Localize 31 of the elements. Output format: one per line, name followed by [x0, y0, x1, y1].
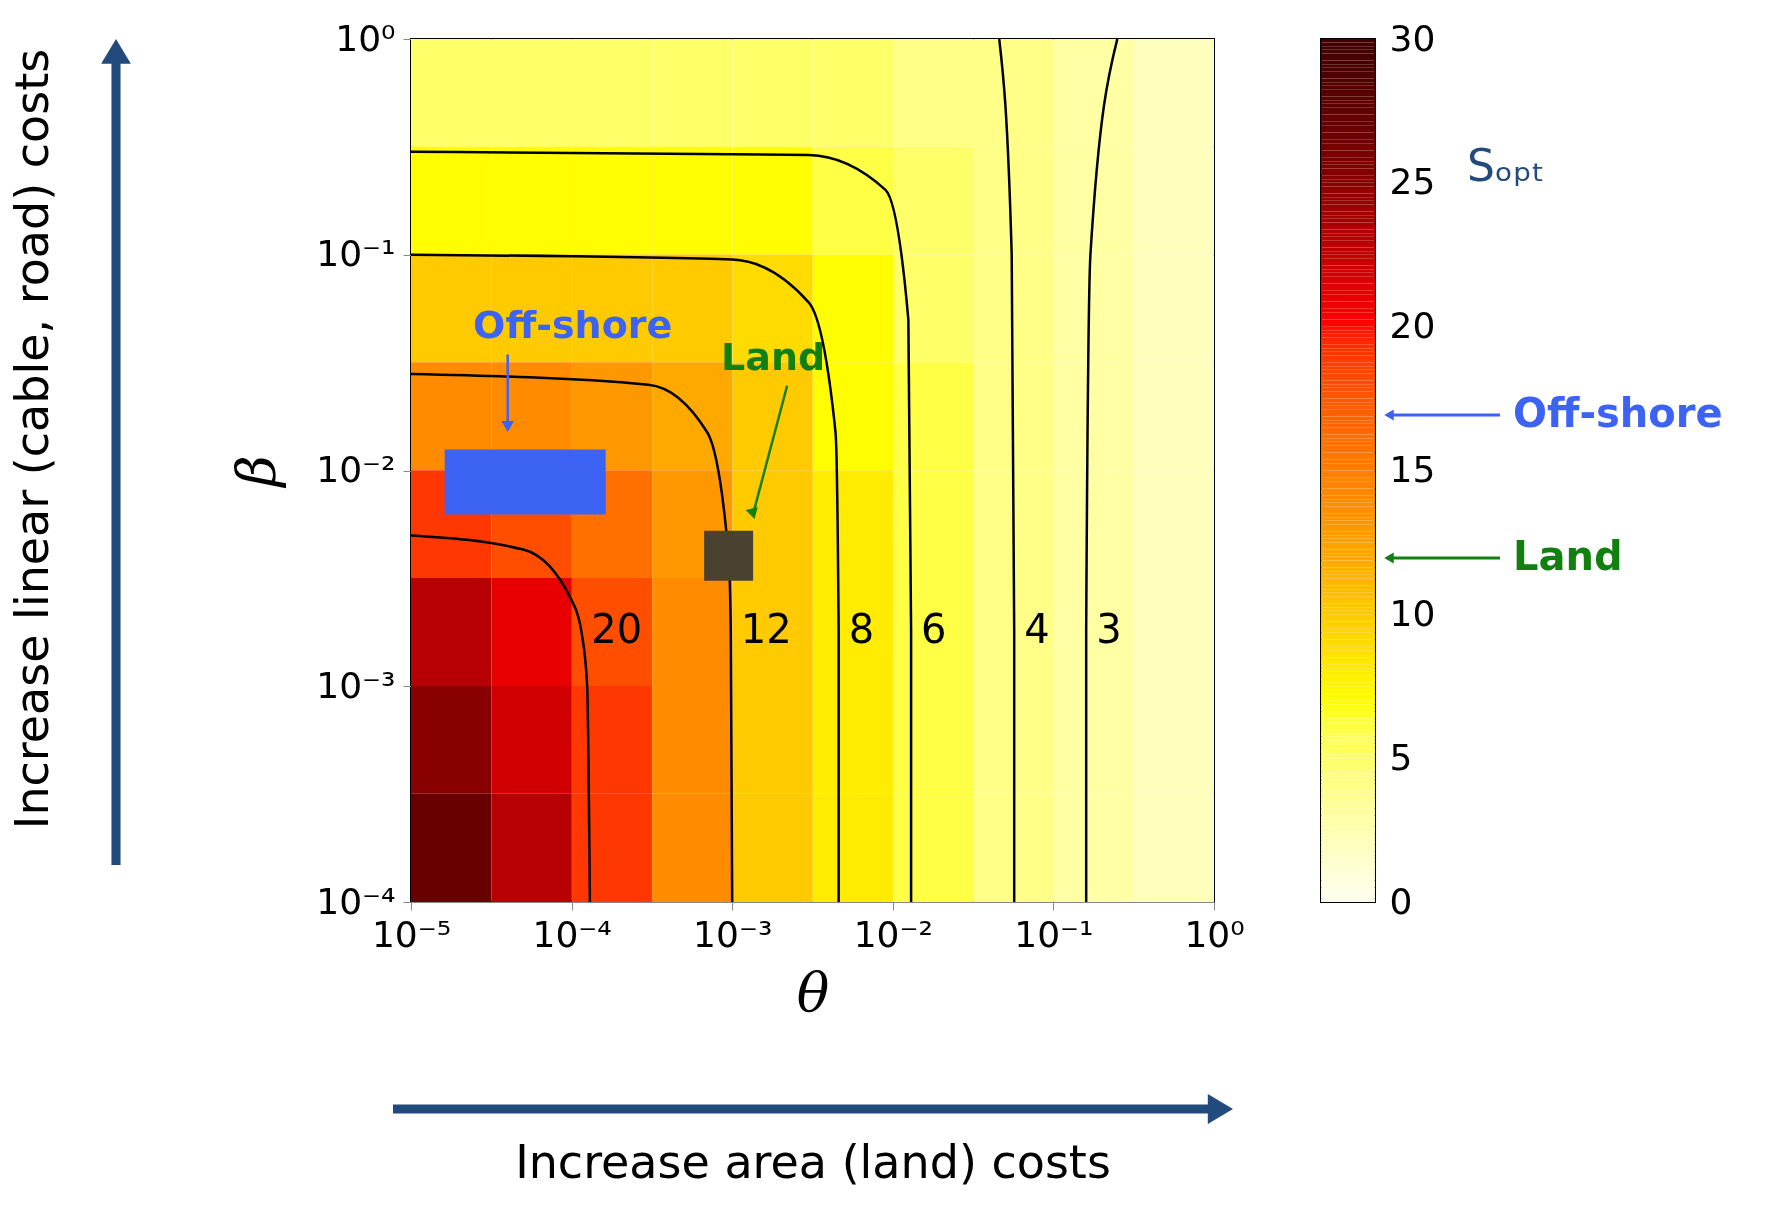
y-tick-label: 10⁻² [316, 449, 396, 490]
series-label: 20 [591, 606, 643, 653]
x-tick-label: 10⁻⁴ [532, 913, 612, 955]
x-tick-label: 10⁻¹ [1014, 913, 1094, 955]
color-bar-label: 0 [1389, 880, 1413, 922]
series-label: 8 [848, 606, 875, 653]
text: Increase area (land) costs [515, 1135, 1111, 1189]
color-bar-label: 15 [1389, 449, 1436, 490]
y-tick-label: 10⁰ [335, 17, 396, 59]
text: Off-shore [1513, 390, 1723, 436]
color-bar-label: 5 [1389, 736, 1413, 778]
y-axis-title: β [225, 455, 289, 489]
series-label: 6 [921, 606, 947, 653]
annotation: Off-shore [473, 303, 673, 348]
y-tick-label: 10⁻¹ [316, 233, 396, 275]
text: Land [1513, 533, 1623, 579]
series-label: 3 [1096, 606, 1122, 653]
y-tick-label: 10⁻³ [316, 664, 396, 706]
x-axis-title: θ [796, 960, 830, 1024]
series-label: 4 [1024, 606, 1050, 653]
color-bar-label: 10 [1389, 592, 1436, 634]
color-bar-label: 30 [1389, 17, 1436, 59]
x-tick-label: 10⁻³ [693, 913, 773, 955]
annotation: Land [721, 334, 826, 379]
color-bar-label: 20 [1389, 305, 1436, 347]
x-tick-label: 10⁻² [853, 913, 933, 955]
text: Increase linear (cable, road) costs [5, 48, 59, 830]
series-label: 12 [740, 606, 792, 653]
color-bar-label: 25 [1389, 161, 1436, 203]
color-bar-title: Sₒₚₜ [1467, 140, 1545, 192]
x-tick-label: 10⁰ [1184, 913, 1245, 955]
